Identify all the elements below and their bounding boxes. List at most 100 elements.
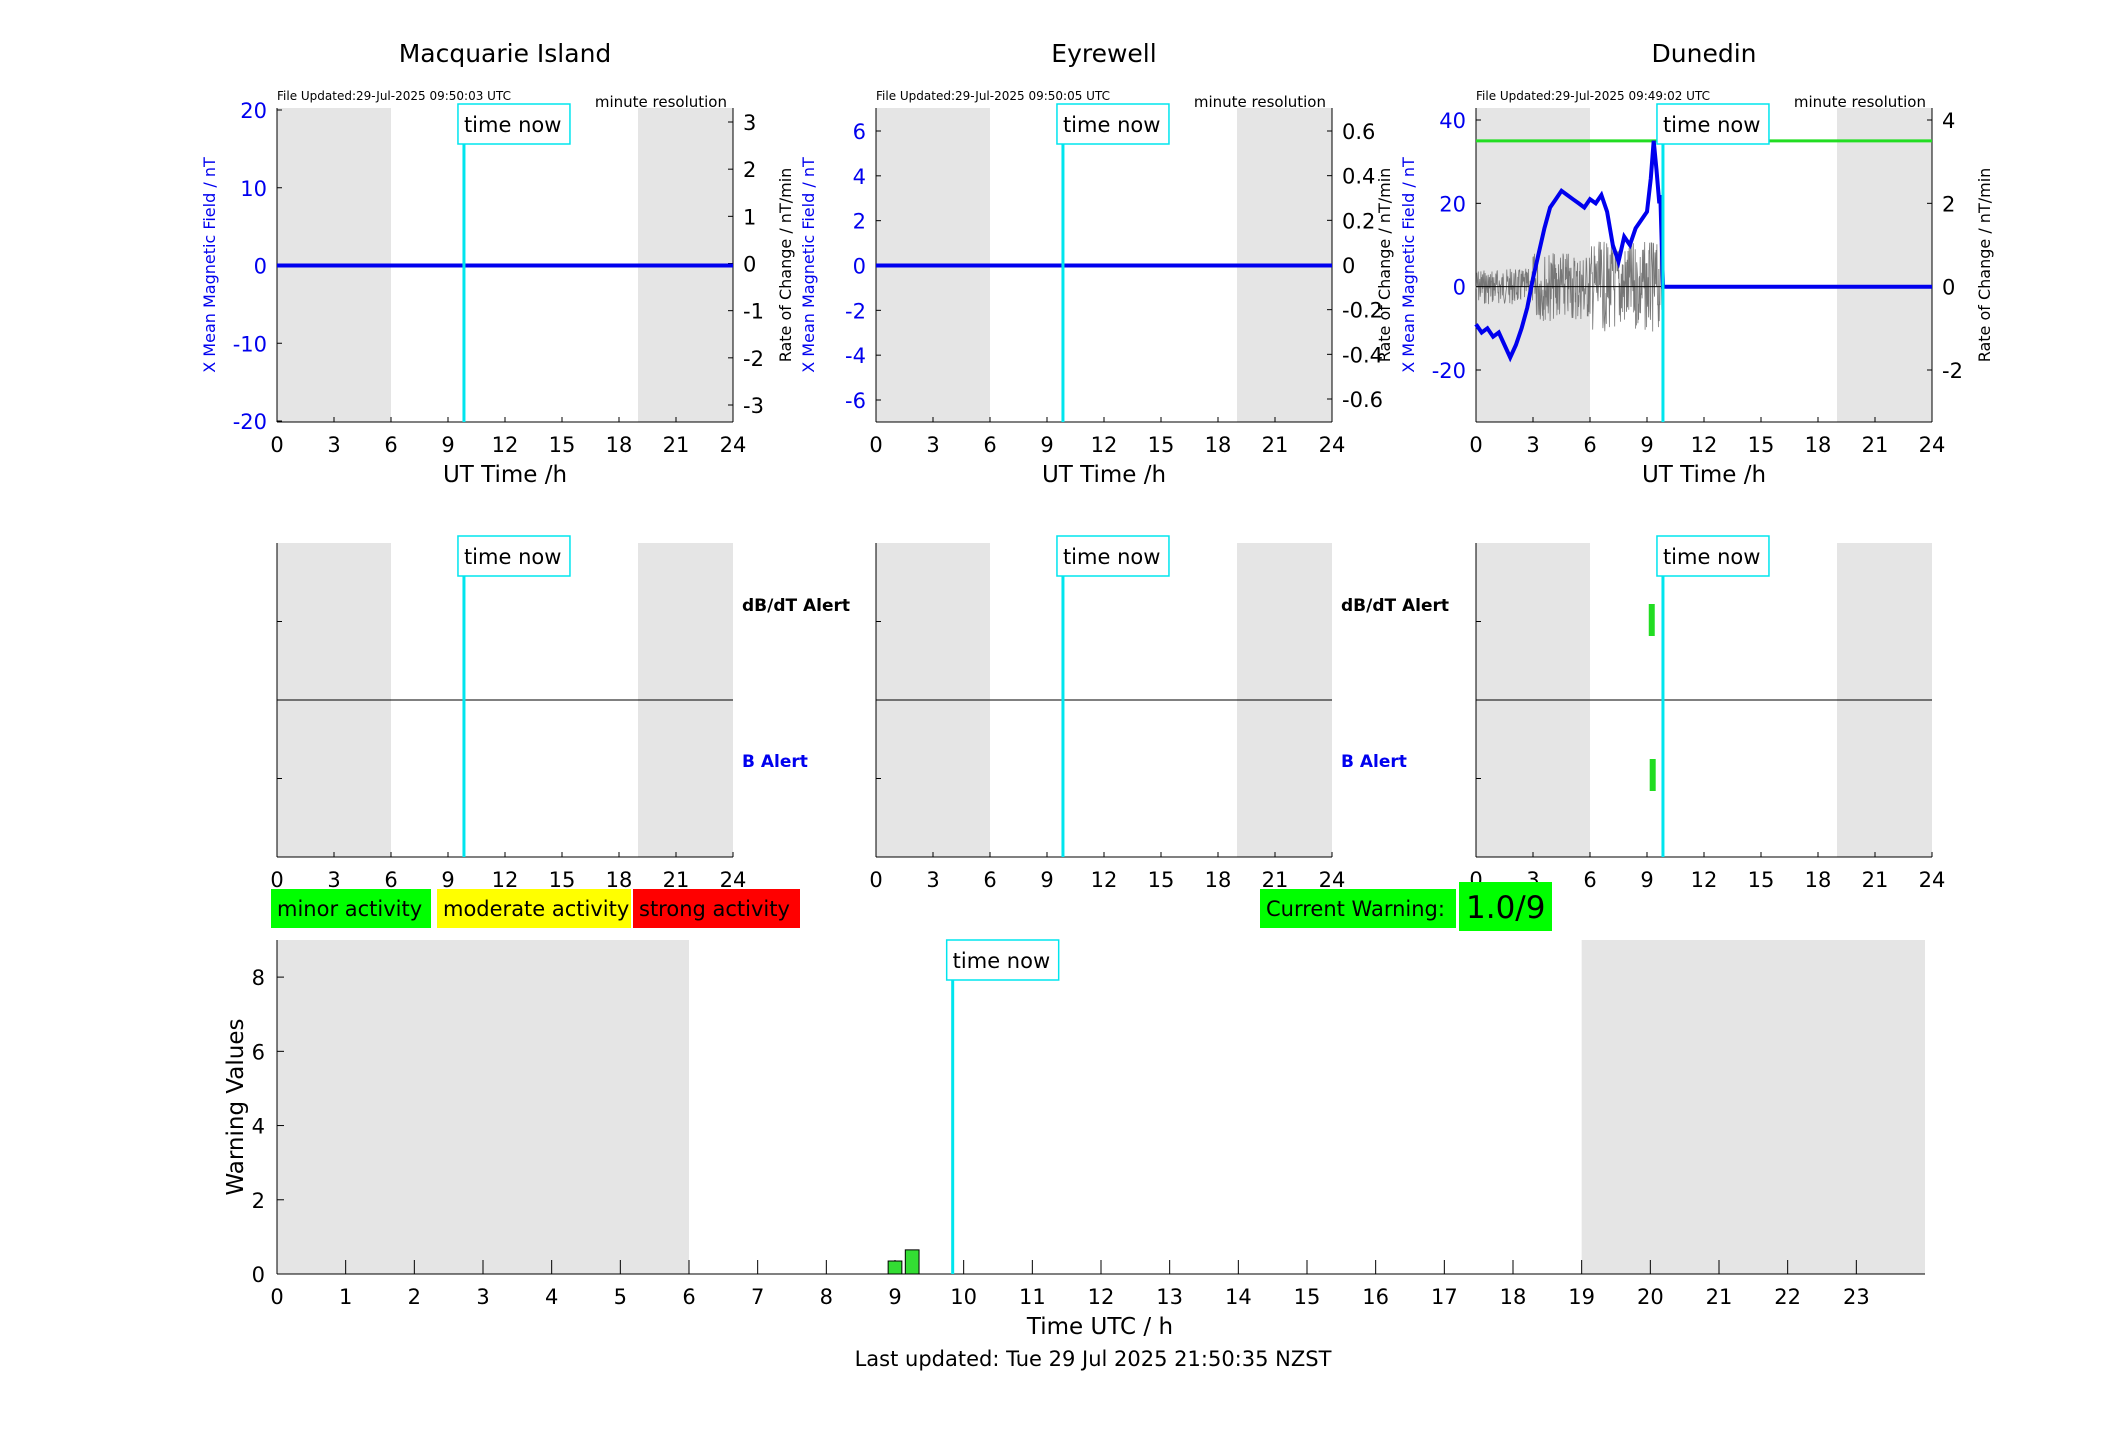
legend-moderate-swatch (437, 889, 631, 928)
x-axis-label: Time UTC / h (1026, 1314, 1173, 1340)
y-tick-label-left: -10 (233, 332, 267, 356)
x-tick-label: 4 (545, 1285, 558, 1309)
x-tick-label: 21 (1262, 433, 1289, 457)
x-tick-label: 21 (1706, 1285, 1733, 1309)
y-tick-label: 4 (252, 1115, 265, 1139)
x-tick-label: 9 (888, 1285, 901, 1309)
x-tick-label: 21 (663, 433, 690, 457)
x-tick-label: 5 (614, 1285, 627, 1309)
field-trace (1474, 140, 1932, 363)
x-tick-label: 21 (663, 868, 690, 892)
x-tick-label: 24 (1319, 433, 1346, 457)
x-tick-label: 6 (1583, 868, 1596, 892)
b-alert-label: B Alert (1341, 752, 1407, 772)
x-tick-label: 18 (1205, 433, 1232, 457)
dbdt-alert-mark (1648, 604, 1655, 636)
x-tick-label: 18 (1805, 433, 1832, 457)
y-axis-label-right: Rate of Change / nT/min (1375, 168, 1394, 363)
x-tick-label: 24 (1919, 868, 1946, 892)
time-now-box (457, 103, 571, 145)
current-warning-value-box (1459, 882, 1552, 931)
y-tick-label: 0 (252, 1263, 265, 1287)
time-now-box (1056, 535, 1170, 577)
resolution-label: minute resolution (1794, 93, 1926, 111)
x-tick-label: 6 (384, 433, 397, 457)
y-tick-label-right: 2 (1942, 192, 1955, 216)
x-tick-label: 0 (1469, 433, 1482, 457)
time-now-box (457, 535, 571, 577)
y-tick-label-right: 0.6 (1342, 120, 1375, 144)
rate-trace (1475, 241, 1663, 332)
night-shade (1581, 940, 1925, 1274)
x-tick-label: 20 (1637, 1285, 1664, 1309)
x-axis-label: UT Time /h (1642, 462, 1766, 488)
y-tick-label-left: 6 (853, 120, 866, 144)
alert-panel: 0 3 6 9 12 15 18 21 24 dB/dT Alert B Alert time now (270, 535, 850, 892)
x-tick-label: 3 (327, 868, 340, 892)
activity-legend: minor activity moderate activity strong … (271, 889, 800, 928)
file-updated: File Updated:29-Jul-2025 09:50:03 UTC (277, 89, 511, 103)
x-tick-label: 9 (1640, 868, 1653, 892)
x-tick-label: 2 (408, 1285, 421, 1309)
x-tick-label: 11 (1019, 1285, 1046, 1309)
x-tick-label: 24 (720, 433, 747, 457)
night-shade (1837, 108, 1932, 422)
x-tick-label: 6 (384, 868, 397, 892)
x-tick-label: 9 (441, 433, 454, 457)
x-tick-label: 12 (492, 433, 519, 457)
x-tick-label: 16 (1362, 1285, 1389, 1309)
x-tick-label: 9 (1640, 433, 1653, 457)
x-tick-label: 14 (1225, 1285, 1252, 1309)
x-tick-label: 10 (950, 1285, 977, 1309)
y-tick-label-right: -1 (743, 300, 764, 324)
x-tick-label: 9 (1040, 868, 1053, 892)
y-tick-label-left: 4 (853, 165, 866, 189)
x-axis-label: UT Time /h (443, 462, 567, 488)
x-tick-label: 17 (1431, 1285, 1458, 1309)
y-tick-label-right: 0 (1942, 276, 1955, 300)
legend-moderate-label: moderate activity (443, 897, 629, 921)
x-tick-label: 18 (1205, 868, 1232, 892)
x-tick-label: 6 (682, 1285, 695, 1309)
current-warning-label: Current Warning: (1266, 897, 1445, 921)
x-tick-label: 13 (1156, 1285, 1183, 1309)
x-tick-label: 15 (549, 433, 576, 457)
dbdt-alert-label: dB/dT Alert (1341, 596, 1449, 616)
y-tick-label-right: -2 (743, 347, 764, 371)
x-tick-label: 3 (327, 433, 340, 457)
y-axis-label-right: Rate of Change / nT/min (1975, 168, 1994, 363)
dbdt-alert-label: dB/dT Alert (742, 596, 850, 616)
time-now-label: time now (1663, 545, 1760, 569)
x-tick-label: 18 (1805, 868, 1832, 892)
x-tick-label: 15 (1148, 433, 1175, 457)
resolution-label: minute resolution (1194, 93, 1326, 111)
warning-bar (904, 1249, 920, 1275)
y-axis-label-right: Rate of Change / nT/min (776, 168, 795, 363)
current-warning: Current Warning: 1.0/9 (1260, 882, 1552, 931)
y-axis-label-left: X Mean Magnetic Field / nT (1399, 157, 1418, 373)
x-tick-label: 6 (1583, 433, 1596, 457)
y-axis-label-left: X Mean Magnetic Field / nT (799, 157, 818, 373)
b-alert-mark (1649, 759, 1656, 791)
y-tick-label-right: -2 (1942, 359, 1963, 383)
x-tick-label: 12 (1088, 1285, 1115, 1309)
time-now-box (1056, 103, 1170, 145)
time-now-label: time now (1063, 113, 1160, 137)
x-tick-label: 0 (869, 868, 882, 892)
x-tick-label: 15 (1294, 1285, 1321, 1309)
x-tick-label: 6 (983, 433, 996, 457)
y-tick-label-left: 0 (853, 255, 866, 279)
y-tick-label-right: 0.2 (1342, 209, 1375, 233)
x-tick-label: 12 (1691, 433, 1718, 457)
x-tick-label: 15 (1148, 868, 1175, 892)
x-tick-label: 22 (1774, 1285, 1801, 1309)
x-tick-label: 15 (1748, 868, 1775, 892)
current-warning-box (1260, 889, 1456, 928)
x-tick-label: 12 (492, 868, 519, 892)
x-tick-label: 12 (1091, 868, 1118, 892)
x-tick-label: 3 (926, 868, 939, 892)
y-tick-label-right: 2 (743, 158, 756, 182)
x-tick-label: 6 (983, 868, 996, 892)
x-tick-label: 9 (1040, 433, 1053, 457)
y-tick-label-right: -0.4 (1342, 343, 1383, 367)
